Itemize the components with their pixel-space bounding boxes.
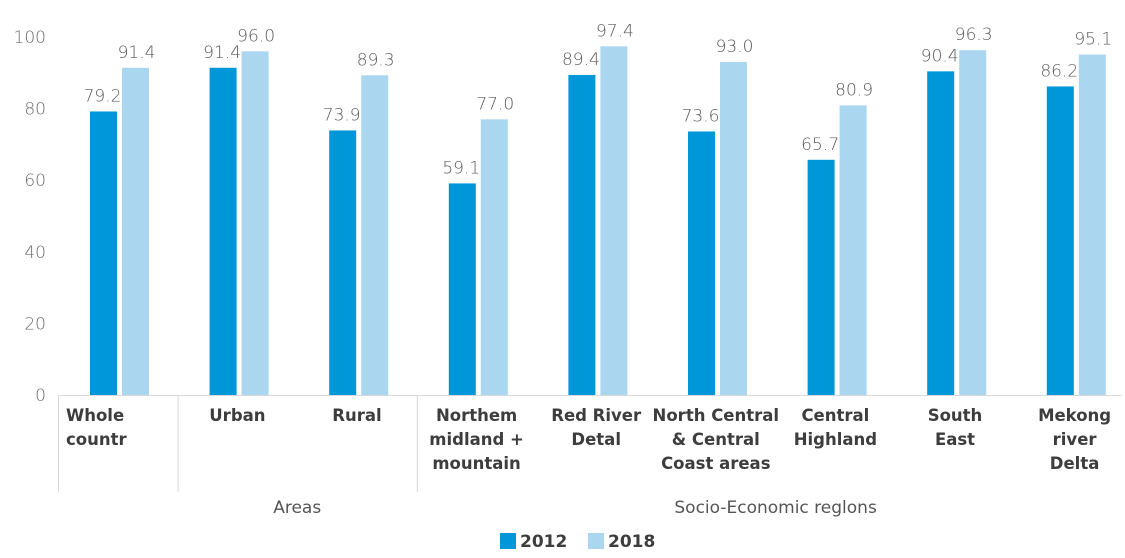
data-label-2018-5: 93.0 — [716, 37, 754, 57]
category-label-line: Whole — [66, 406, 124, 425]
bar-2012-0 — [90, 111, 117, 396]
data-label-2012-1: 91.4 — [203, 43, 241, 63]
data-label-2018-0: 91.4 — [118, 43, 156, 63]
category-label-line: Central — [801, 406, 869, 425]
category-label-line: Mekong — [1038, 406, 1111, 425]
legend-label-2018: 2018 — [608, 532, 655, 552]
data-label-2018-4: 97.4 — [596, 21, 634, 41]
bar-2012-1 — [209, 67, 237, 396]
y-tick-label-0: 0 — [35, 386, 46, 406]
group-label-0: Areas — [273, 498, 321, 518]
bar-2012-6 — [807, 159, 835, 395]
data-label-2012-6: 65.7 — [801, 135, 839, 155]
data-label-2012-5: 73.6 — [682, 107, 720, 127]
bar-2012-5 — [688, 131, 715, 395]
category-label-line: East — [935, 430, 975, 449]
category-label-line: Urban — [209, 406, 265, 425]
category-label-line: midland + — [429, 430, 524, 449]
bar-2018-8 — [1078, 54, 1106, 396]
bar-2012-8 — [1046, 86, 1074, 396]
data-label-2018-7: 96.3 — [955, 25, 993, 45]
category-label-0: Whole countr — [66, 406, 127, 449]
data-label-2018-8: 95.1 — [1074, 30, 1112, 50]
category-label-line: river — [1053, 430, 1098, 449]
category-label-line: Coast areas — [661, 454, 771, 473]
y-tick-label-100: 100 — [14, 28, 46, 48]
data-label-2018-3: 77.0 — [476, 94, 514, 114]
category-label-line: Rural — [332, 406, 381, 425]
data-label-2012-2: 73.9 — [323, 105, 361, 125]
y-tick-label-80: 80 — [24, 100, 46, 120]
legend-swatch-2018 — [588, 533, 604, 549]
bar-2012-7 — [927, 71, 955, 396]
category-label-line: Delta — [1050, 454, 1100, 473]
category-label-line: countr — [66, 430, 127, 449]
category-label-3: Northem midland + mountain — [429, 406, 524, 473]
category-label-7: South East — [928, 406, 983, 449]
bar-2018-0 — [122, 67, 149, 396]
y-tick-label-40: 40 — [24, 243, 46, 263]
y-tick-label-20: 20 — [24, 314, 46, 334]
data-label-2012-0: 79.2 — [84, 86, 122, 106]
category-label-line: Red River — [551, 406, 642, 425]
bar-2018-7 — [959, 50, 987, 395]
legend-swatch-2012 — [500, 533, 516, 549]
data-label-2012-3: 59.1 — [442, 158, 480, 178]
category-label-4: Red River Detal — [551, 406, 642, 449]
category-label-line: Detal — [571, 430, 621, 449]
bar-2012-2 — [329, 130, 357, 396]
category-label-5: North Central & Central Coast areas — [653, 406, 780, 473]
category-label-6: Central Highland — [794, 406, 877, 449]
group-label-1: Socio-Economic reglons — [674, 498, 877, 518]
category-label-line: Northem — [436, 406, 517, 425]
category-label-line: North Central — [653, 406, 780, 425]
bar-2018-6 — [839, 105, 867, 396]
bar-2018-3 — [480, 119, 508, 395]
y-tick-label-60: 60 — [24, 171, 46, 191]
data-label-2018-1: 96.0 — [237, 26, 275, 46]
bar-2018-2 — [361, 75, 389, 395]
category-label-1: Urban — [209, 406, 265, 425]
bar-2018-4 — [600, 46, 628, 396]
data-label-2012-8: 86.2 — [1040, 61, 1078, 81]
data-label-2012-4: 89.4 — [562, 50, 600, 70]
category-label-2: Rural — [332, 406, 381, 425]
category-label-line: mountain — [432, 454, 520, 473]
category-label-line: South — [928, 406, 983, 425]
bar-2012-3 — [448, 183, 476, 395]
data-label-2018-6: 80.9 — [835, 80, 873, 100]
bar-2018-5 — [720, 62, 747, 396]
data-label-2018-2: 89.3 — [357, 50, 395, 70]
data-label-2012-7: 90.4 — [921, 46, 959, 66]
bar-2018-1 — [241, 51, 269, 395]
category-label-line: Highland — [794, 430, 877, 449]
legend-label-2012: 2012 — [520, 532, 567, 552]
bar-2012-4 — [568, 74, 596, 395]
category-label-line: & Central — [672, 430, 760, 449]
category-label-8: Mekong river Delta — [1038, 406, 1111, 473]
